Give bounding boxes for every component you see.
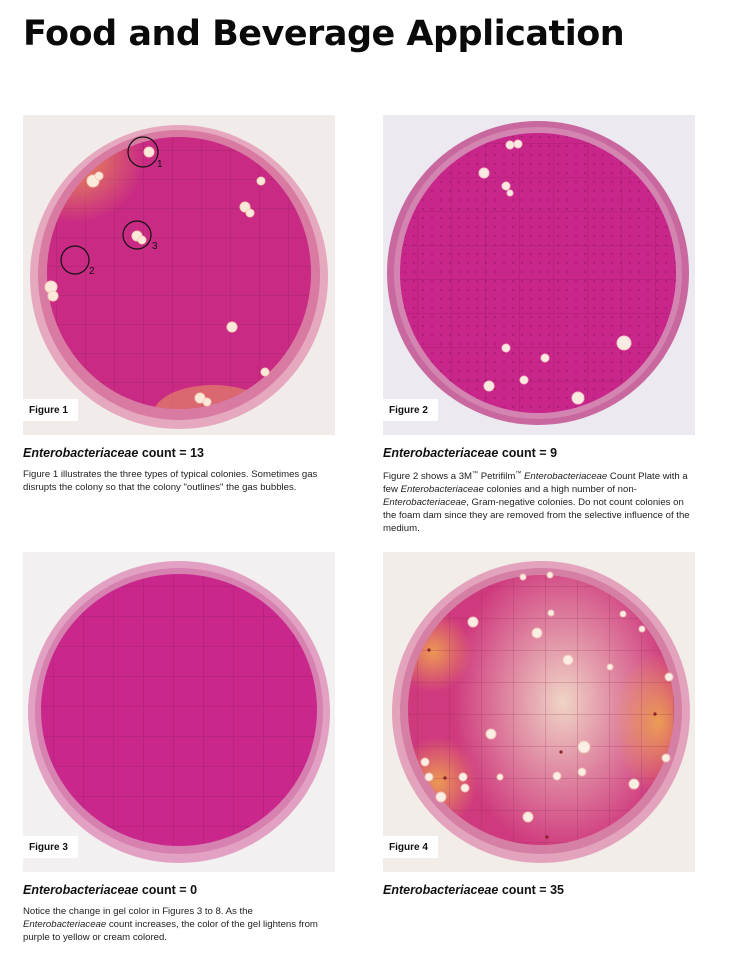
organism-name: Enterobacteriaceae bbox=[524, 471, 608, 483]
desc-text: Figure 2 shows a 3M bbox=[383, 471, 473, 483]
figure-1-count: Enterobacteriaceae count = 13 bbox=[23, 446, 204, 460]
petri-plate-2 bbox=[387, 121, 689, 425]
organism-name: Enterobacteriaceae bbox=[23, 919, 107, 930]
trademark-mark: ™ bbox=[472, 471, 479, 477]
figure-2-description: Figure 2 shows a 3M™ Petrifilm™ Enteroba… bbox=[383, 468, 695, 535]
organism-name: Enterobacteriaceae bbox=[383, 497, 467, 509]
desc-text: count increases, the color of the gel li… bbox=[23, 919, 318, 943]
count-value: count = 13 bbox=[138, 446, 204, 460]
desc-text: Count Plate with a few bbox=[383, 471, 688, 496]
desc-text: Petrifilm bbox=[478, 471, 516, 483]
figure-1-label: Figure 1 bbox=[23, 399, 78, 421]
petri-plate-1: 1 3 2 bbox=[30, 125, 328, 429]
count-value: count = 0 bbox=[138, 883, 198, 897]
figure-3-label: Figure 3 bbox=[23, 836, 78, 858]
marker-2-label: 2 bbox=[89, 266, 95, 277]
organism-name: Enterobacteriaceae bbox=[383, 883, 499, 897]
figure-1-description: Figure 1 illustrates the three types of … bbox=[23, 469, 318, 493]
page-title: Food and Beverage Application bbox=[23, 14, 625, 54]
petri-plate-4 bbox=[392, 561, 690, 863]
figure-2-label: Figure 2 bbox=[383, 399, 438, 421]
organism-name: Enterobacteriaceae bbox=[383, 446, 499, 460]
organism-name: Enterobacteriaceae bbox=[23, 446, 139, 460]
organism-name: Enterobacteriaceae bbox=[23, 883, 139, 897]
figure-3-description: Notice the change in gel color in Figure… bbox=[23, 905, 335, 944]
figure-3-plate-photo: Figure 3 bbox=[23, 552, 335, 872]
marker-3-label: 3 bbox=[152, 241, 158, 252]
desc-text: colonies and a high number of non- bbox=[483, 484, 637, 496]
figure-4-count: Enterobacteriaceae count = 35 bbox=[383, 883, 564, 897]
trademark-mark: ™ bbox=[515, 471, 522, 477]
figure-4-plate-photo: Figure 4 bbox=[383, 552, 695, 872]
figure-2-plate-photo: Figure 2 bbox=[383, 115, 695, 435]
count-value: count = 9 bbox=[498, 446, 558, 460]
desc-text: , Gram-negative colonies. Do not count c… bbox=[383, 497, 690, 535]
marker-1-label: 1 bbox=[157, 159, 163, 170]
organism-name: Enterobacteriaceae bbox=[400, 484, 484, 496]
figure-4-label: Figure 4 bbox=[383, 836, 438, 858]
figure-3-count: Enterobacteriaceae count = 0 bbox=[23, 883, 197, 897]
count-value: count = 35 bbox=[498, 883, 564, 897]
figure-1-plate-photo: 1 3 2 Figure 1 bbox=[23, 115, 335, 435]
figure-2-count: Enterobacteriaceae count = 9 bbox=[383, 446, 557, 460]
desc-text: Notice the change in gel color in Figure… bbox=[23, 906, 253, 917]
petri-plate-3 bbox=[28, 561, 330, 863]
